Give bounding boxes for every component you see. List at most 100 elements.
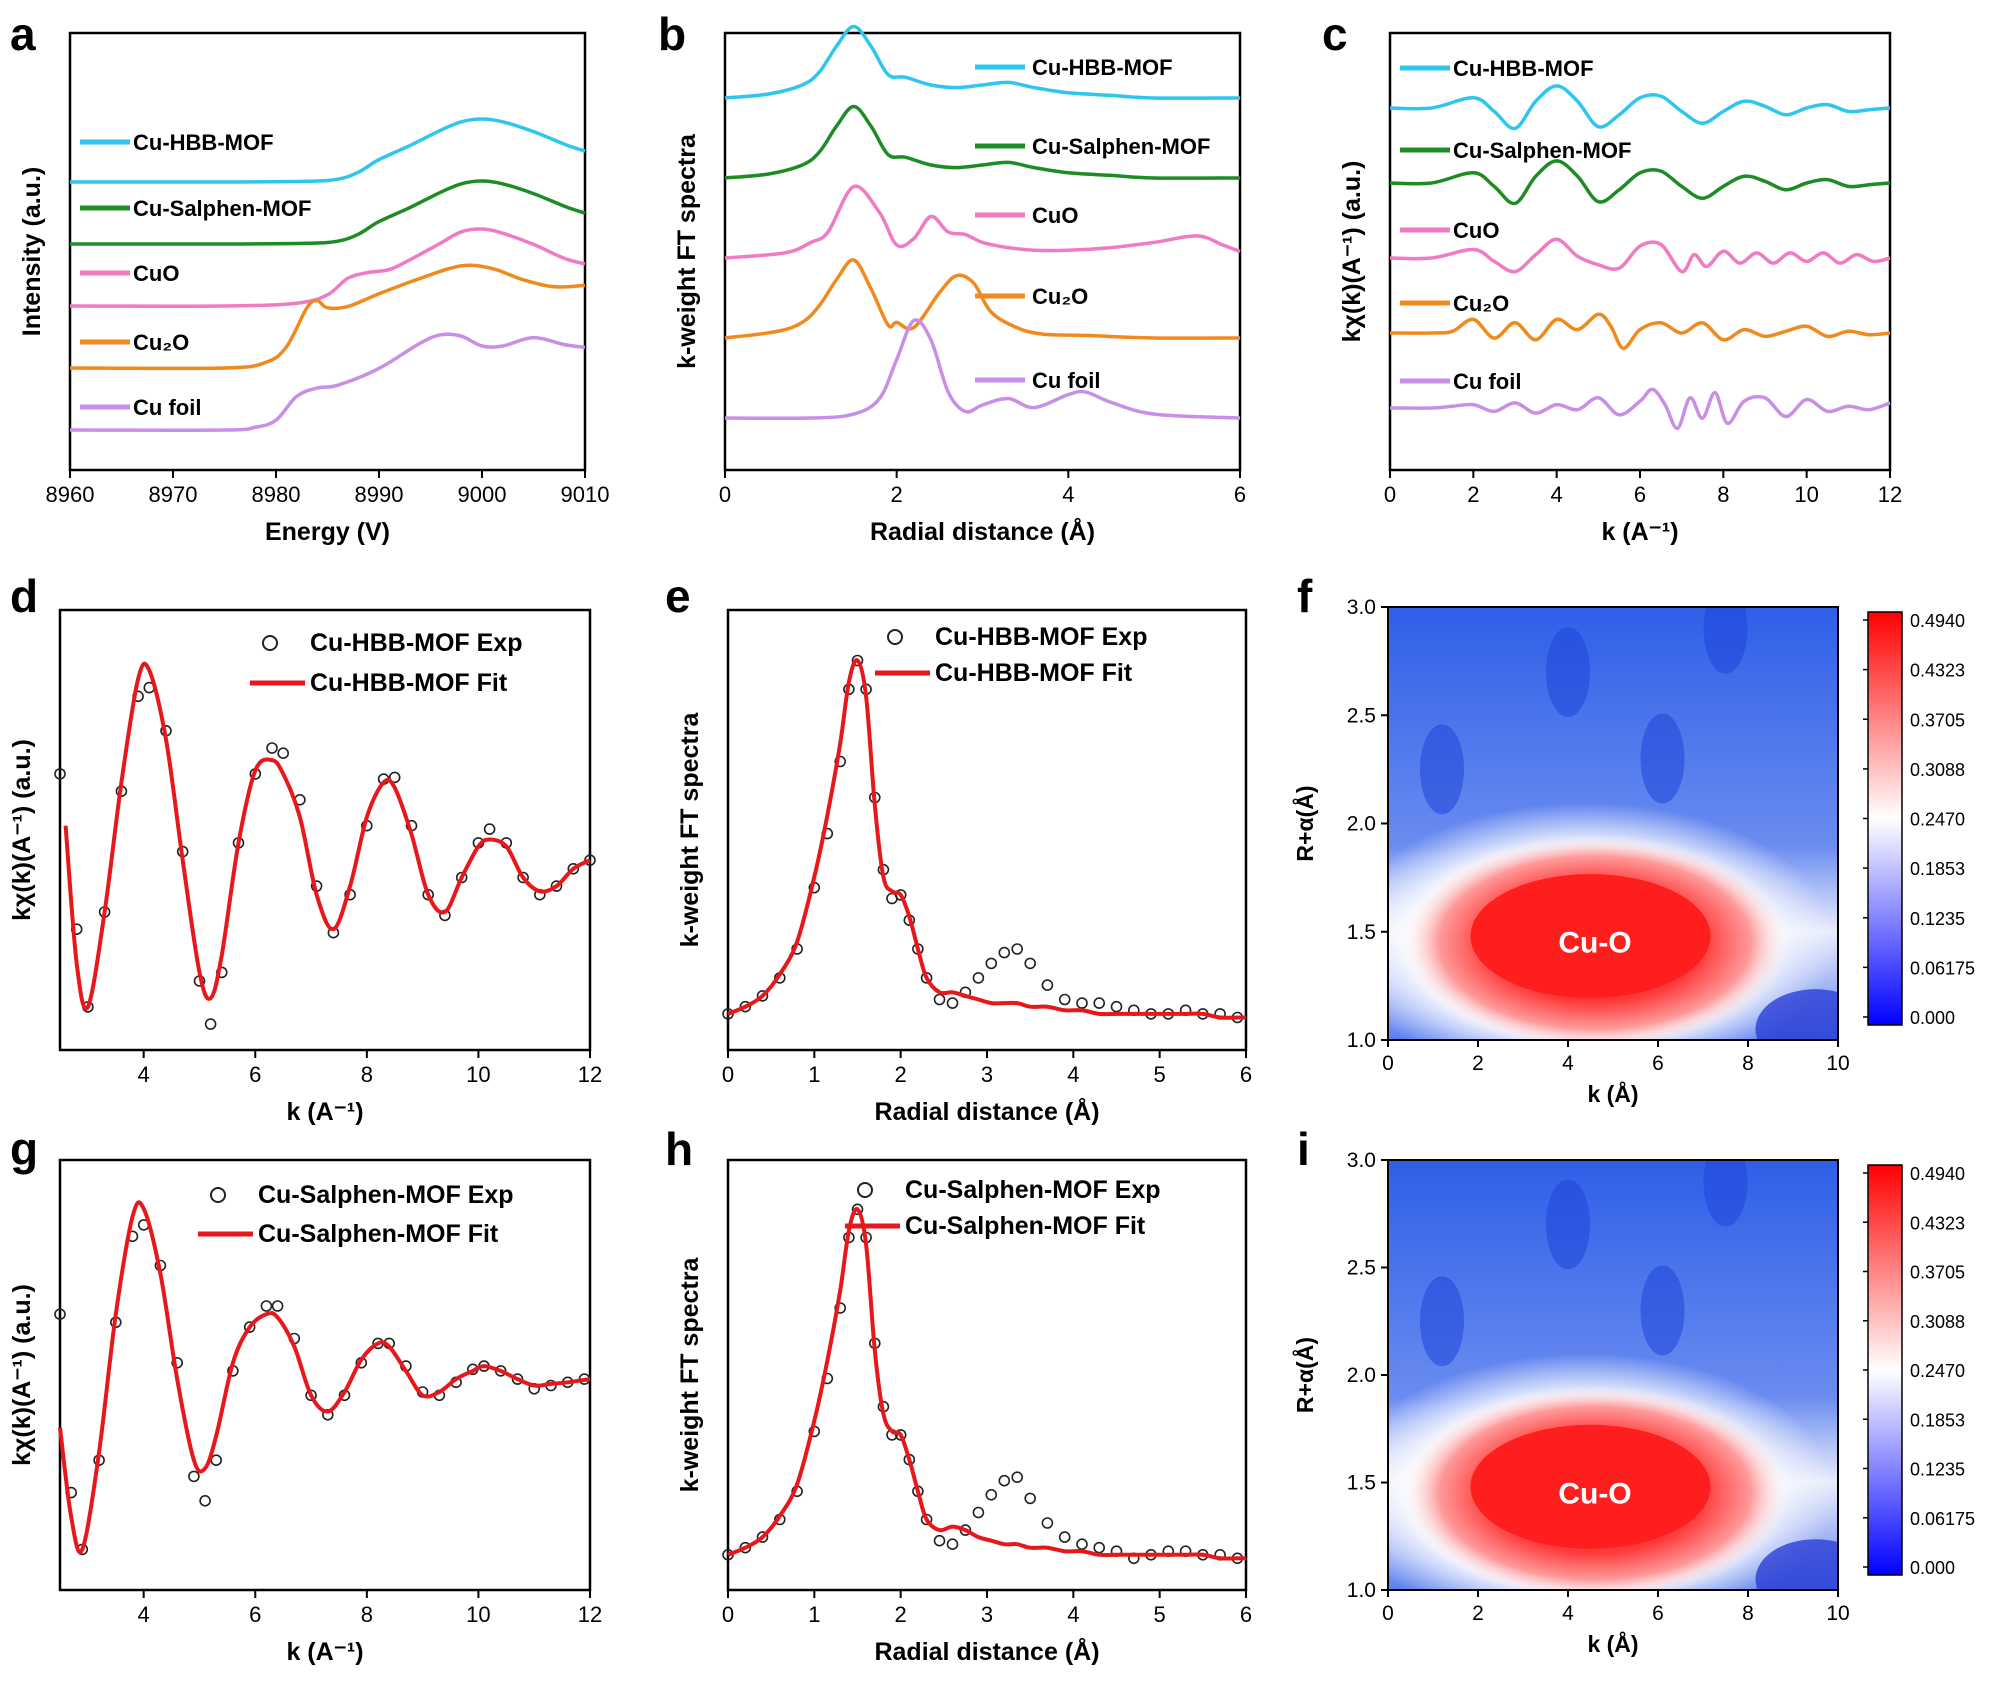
x-tick-label: 1	[808, 1062, 820, 1087]
x-tick-label: 8	[1742, 1602, 1754, 1625]
exp-point	[894, 1429, 907, 1441]
legend-marker	[262, 635, 278, 651]
x-tick-label: 8990	[355, 482, 404, 507]
y-tick-label: 1.5	[1347, 921, 1376, 944]
exp-point	[210, 1454, 222, 1466]
exp-point	[271, 1300, 284, 1312]
exp-point	[756, 990, 769, 1002]
exp-point	[260, 1300, 273, 1312]
y-tick-label: 2.0	[1347, 1364, 1376, 1387]
x-tick-label: 8970	[149, 482, 198, 507]
colorbar-tick-label: 0.3705	[1910, 710, 1965, 730]
x-axis-label: Radial distance (Å)	[870, 517, 1095, 546]
y-tick-label: 2.5	[1347, 704, 1376, 727]
legend-label: Cu-HBB-MOF Exp	[935, 623, 1147, 651]
panel-letter: g	[10, 1123, 38, 1175]
x-tick-label: 2	[891, 482, 903, 507]
panel-d: 4 6 8 10 12 k (A⁻¹) kχ(k)(A⁻¹) (a.u.) Cu-HBB-MO…	[8, 608, 602, 1126]
series-line-cu-foil	[69, 332, 586, 432]
exp-point	[756, 1531, 769, 1543]
exp-point	[305, 1389, 317, 1402]
corner-patch	[1755, 989, 1838, 1040]
legend-marker	[857, 1182, 873, 1198]
colorbar-tick-label: 0.3705	[1910, 1263, 1965, 1283]
exp-point	[972, 1506, 985, 1519]
x-axis-label: k (A⁻¹)	[1601, 518, 1678, 546]
series-line-cu-hbb-mof	[724, 24, 1241, 100]
colorbar	[1867, 1164, 1903, 1576]
legend-marker	[210, 1187, 226, 1203]
y-tick-label: 2.5	[1347, 1257, 1376, 1280]
x-tick-label: 8	[1717, 482, 1729, 507]
panel-g: 4 6 8 10 12 k (A⁻¹) kχ(k)(A⁻¹) (a.u.) Cu-Salphe…	[8, 1158, 602, 1666]
corner-patch	[1755, 1539, 1838, 1590]
legend-label: Cu-HBB-MOF	[133, 130, 274, 155]
exp-point	[1058, 993, 1071, 1006]
exp-point	[1093, 997, 1105, 1009]
colorbar	[1867, 611, 1903, 1026]
colorbar-tick-label: 0.06175	[1910, 1509, 1975, 1529]
series-line-cu-hbb-mof	[1389, 84, 1891, 131]
x-tick-label: 4	[1062, 482, 1074, 507]
x-axis-label: Radial distance (Å)	[874, 1097, 1099, 1126]
colorbar-tick-label: 0.1853	[1910, 859, 1965, 879]
panel-letter: e	[665, 570, 691, 622]
y-tick-label: 1.0	[1347, 1579, 1376, 1602]
exp-point	[483, 823, 496, 835]
exp-point	[851, 1203, 864, 1216]
x-tick-label: 12	[578, 1062, 602, 1087]
x-tick-label: 8	[361, 1062, 373, 1087]
panel-f: Cu-O 0 2 4 6 8 10 1.0 1.5 2.0 2.5 3.0 k (Å) R+α(Å) 0.4…	[1291, 596, 1975, 1107]
exp-point	[985, 957, 998, 970]
colorbar-tick-label: 0.1853	[1910, 1410, 1965, 1430]
x-tick-label: 9000	[458, 482, 507, 507]
x-axis-label: Energy (V)	[265, 518, 390, 546]
colorbar-tick-label: 0.2470	[1910, 810, 1965, 830]
legend-label: Cu₂O	[1453, 291, 1509, 316]
exp-point	[54, 768, 66, 780]
x-tick-label: 0	[722, 1602, 734, 1627]
exp-point	[199, 1495, 211, 1507]
x-tick-label: 9010	[561, 482, 610, 507]
exp-point	[894, 889, 907, 901]
x-tick-label: 4	[138, 1062, 150, 1087]
x-tick-label: 1	[808, 1602, 820, 1627]
x-tick-label: 6	[1634, 482, 1646, 507]
colorbar-tick-label: 0.1235	[1910, 909, 1965, 929]
x-tick-label: 4	[1551, 482, 1563, 507]
x-tick-label: 3	[981, 1602, 993, 1627]
series-line-cu-foil	[724, 318, 1241, 421]
x-tick-label: 4	[1562, 1602, 1574, 1625]
exp-point	[1011, 943, 1024, 955]
colorbar-tick-label: 0.4940	[1910, 1164, 1965, 1184]
x-tick-label: 6	[1240, 1602, 1252, 1627]
legend-label: CuO	[1453, 218, 1499, 243]
peak-annotation: Cu-O	[1558, 927, 1631, 960]
x-tick-label: 10	[1794, 482, 1818, 507]
x-tick-label: 10	[1826, 1052, 1849, 1075]
exp-point	[1076, 997, 1088, 1009]
y-axis-label: k-weight FT spectra	[676, 712, 704, 948]
heatmap-area	[1388, 607, 1838, 1040]
exp-point	[1058, 1531, 1071, 1543]
exp-point	[243, 1321, 256, 1333]
x-tick-label: 6	[1652, 1602, 1664, 1625]
y-tick-label: 3.0	[1347, 596, 1376, 619]
x-tick-label: 3	[981, 1062, 993, 1087]
exp-point	[266, 742, 278, 754]
x-tick-label: 0	[1384, 482, 1396, 507]
legend-label: Cu-HBB-MOF Fit	[935, 659, 1133, 687]
x-tick-label: 0	[722, 1062, 734, 1087]
colorbar-tick-label: 0.4323	[1910, 1213, 1965, 1233]
peak-core	[1470, 1424, 1711, 1549]
x-tick-label: 8960	[46, 482, 95, 507]
x-tick-label: 4	[1067, 1062, 1079, 1087]
x-tick-label: 6	[249, 1602, 261, 1627]
colorbar-tick-label: 0.2470	[1910, 1361, 1965, 1381]
y-tick-label: 1.5	[1347, 1472, 1376, 1495]
exp-point	[933, 1534, 946, 1547]
colorbar-tick-label: 0.4940	[1910, 611, 1965, 631]
panel-letter: f	[1297, 570, 1313, 622]
exp-point	[1024, 957, 1036, 970]
